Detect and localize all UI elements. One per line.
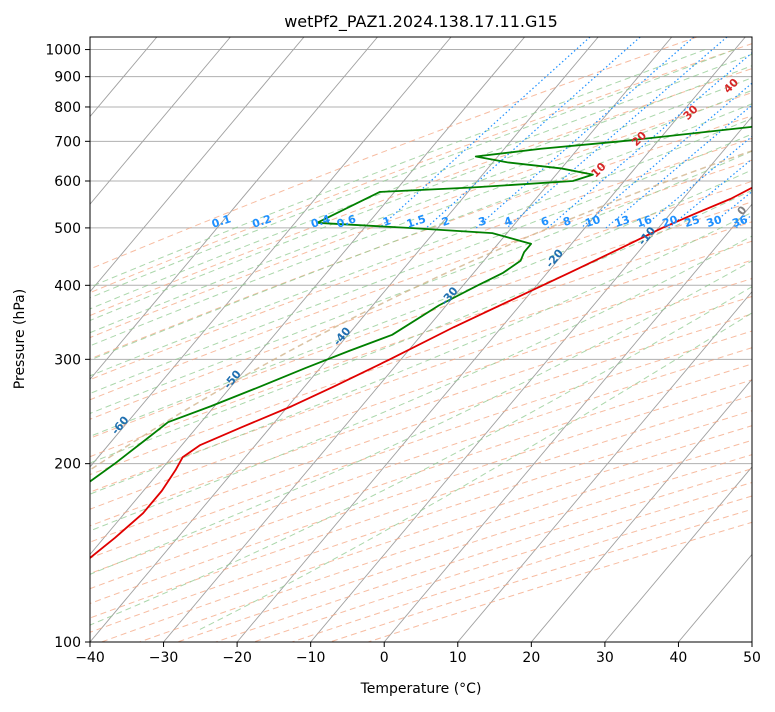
isotherm-line [90, 37, 231, 205]
mixing-ratio-line [580, 82, 752, 229]
y-tick-label: 900 [54, 70, 81, 86]
moist-adiabat-line [90, 49, 706, 288]
moist-adiabat-line [199, 312, 752, 630]
dry-adiabat-line [253, 481, 752, 642]
mixing-ratio-line [547, 52, 752, 229]
isotherm-line [90, 37, 452, 468]
moist-adiabat-line [90, 189, 752, 464]
x-tick-label: −40 [75, 650, 105, 666]
mixing-ratio-label: 25 [683, 213, 702, 230]
dry-adiabat-line [291, 495, 752, 642]
mixing-ratio-label: 36 [731, 213, 750, 230]
dry-adiabat-line [90, 295, 752, 527]
x-tick-label: 10 [449, 650, 467, 666]
y-tick-label: 200 [54, 457, 81, 473]
temperature-profile-line [90, 186, 752, 560]
mixing-ratio-label: 2 [440, 214, 451, 229]
mixing-ratio-label: 0.2 [250, 212, 273, 230]
dry-adiabat-line [90, 330, 752, 559]
x-tick-label: 50 [743, 650, 761, 666]
isotherm-line [457, 291, 752, 642]
isotherm-line [90, 37, 525, 556]
mixing-ratio-line [506, 37, 728, 229]
moist-adiabat-line [90, 260, 752, 575]
moist-adiabat-line [90, 211, 752, 495]
x-tick-label: 40 [670, 650, 688, 666]
axis-layer: −40 −30 −20 −10 0 10 20 30 40 5010020030040050060… [45, 43, 761, 666]
mixing-ratio-label: 16 [635, 213, 654, 230]
dry-adiabat-line [90, 259, 752, 493]
moist-adiabat-line [90, 150, 752, 414]
y-tick-label: 300 [54, 352, 81, 368]
grid-layer [90, 37, 752, 642]
y-tick-label: 800 [54, 100, 81, 116]
mixing-ratio-label: 1 [381, 214, 392, 229]
dry-adiabat-line [139, 439, 752, 642]
isotherm-line [90, 37, 378, 381]
x-tick-label: −10 [296, 650, 326, 666]
y-tick-label: 600 [54, 174, 81, 190]
x-axis-label: Temperature (°C) [360, 681, 482, 697]
y-tick-label: 500 [54, 221, 81, 237]
moist-adiabat-line [90, 53, 752, 310]
dry-adiabat-line [90, 277, 752, 510]
isotherm-line [90, 37, 305, 293]
mixing-ratio-label: 20 [661, 213, 680, 230]
moist-adiabat-line [90, 133, 752, 395]
y-tick-label: 400 [54, 278, 81, 294]
x-tick-label: −20 [222, 650, 252, 666]
isotherm-line [163, 37, 673, 642]
mixing-ratio-label: 3 [477, 214, 488, 229]
data-layer [90, 125, 752, 560]
dry-adiabat-line [90, 313, 752, 543]
isotherm-line [604, 466, 752, 642]
y-axis-label: Pressure (hPa) [12, 289, 28, 389]
mixing-ratio-line [668, 158, 752, 229]
x-tick-label: 20 [522, 650, 540, 666]
dry-adiabat-line [101, 425, 752, 642]
mixing-ratio-label: 6 [539, 214, 551, 229]
mixing-ratio-label: 0.1 [210, 212, 233, 230]
moist-adiabat-line [90, 286, 752, 626]
x-tick-label: 0 [380, 650, 389, 666]
moist-adiabat-line [90, 117, 752, 377]
isotherm-line [90, 37, 599, 642]
isotherm-line [383, 203, 752, 642]
dry-adiabat-line [329, 508, 752, 642]
extra-guide-curve [90, 150, 752, 471]
moist-adiabat-line [90, 103, 752, 361]
mixing-ratio-label: 1.5 [405, 212, 428, 230]
dewpoint-profile-line [90, 125, 752, 483]
moist-adiabat-line [90, 77, 752, 334]
y-tick-label: 1000 [45, 43, 81, 59]
mixing-ratio-label: 0.6 [335, 212, 358, 230]
dry-adiabat-line [90, 37, 698, 270]
dry-adiabat-line [177, 454, 752, 642]
dry-adiabat-line [215, 468, 752, 642]
mixing-ratio-label: 10 [583, 213, 602, 230]
plot-frame [89, 36, 753, 643]
isotherm-line [530, 378, 752, 642]
moist-adiabat-line [90, 65, 752, 321]
mixing-ratio-label: 8 [561, 214, 572, 229]
y-tick-label: 100 [54, 635, 81, 651]
chart-title: wetPf2_PAZ1.2024.138.17.11.G15 [284, 12, 558, 32]
y-tick-label: 700 [54, 134, 81, 150]
x-tick-label: −30 [149, 650, 179, 666]
mixing-ratio-label: 30 [705, 213, 724, 230]
mixing-ratio-line [379, 37, 591, 229]
mixing-ratio-label: 4 [503, 214, 515, 229]
dry-adiabat-line [90, 43, 752, 294]
mixing-ratio-label: 13 [613, 213, 632, 230]
mixing-ratio-label: 0.4 [309, 212, 332, 230]
x-tick-label: 30 [596, 650, 614, 666]
moist-adiabat-line [90, 89, 752, 347]
moist-adiabat-line [90, 49, 735, 299]
moist-adiabat-line [90, 169, 752, 437]
mixing-ratio-line [641, 135, 752, 229]
